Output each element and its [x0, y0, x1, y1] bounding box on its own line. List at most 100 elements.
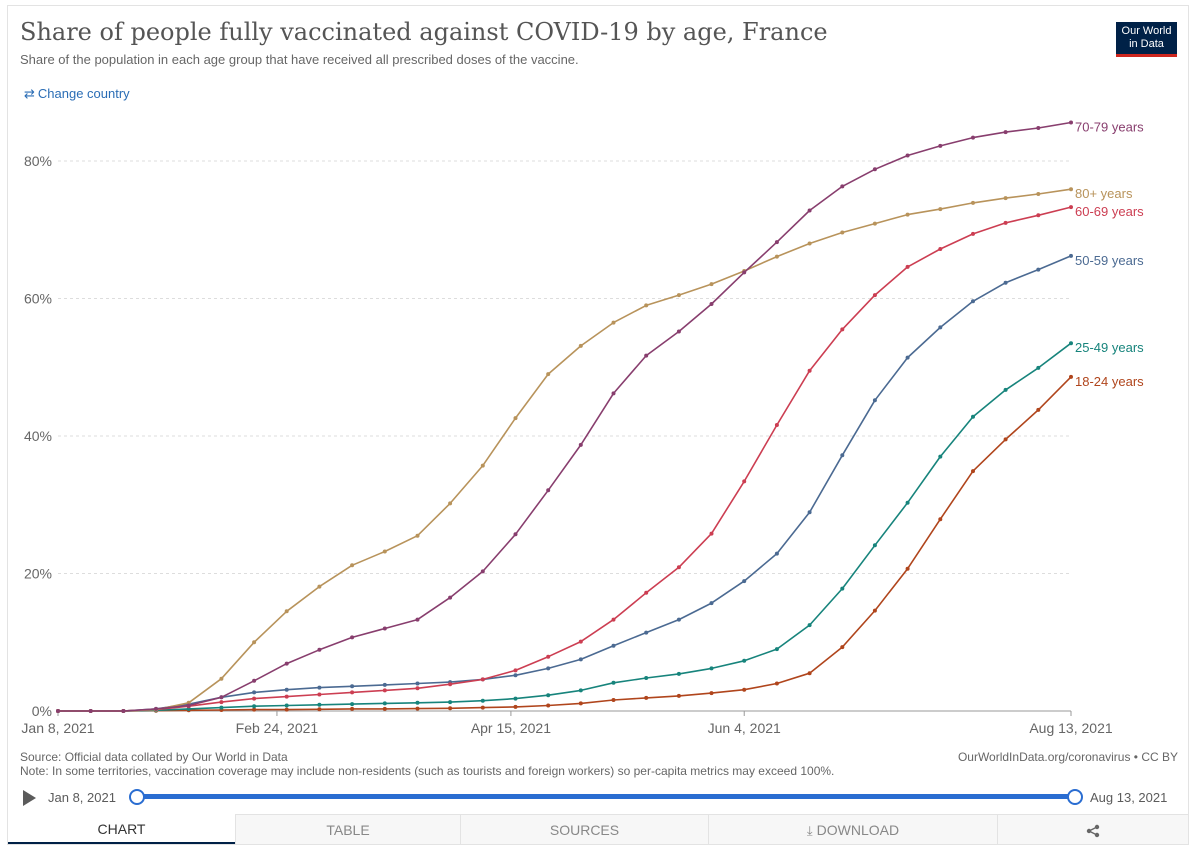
data-point: [676, 671, 681, 676]
series-label: 70-79 years: [1075, 120, 1144, 135]
play-icon[interactable]: [23, 790, 36, 806]
data-point: [938, 247, 943, 251]
data-point: [513, 696, 518, 701]
timeline-end-label: Aug 13, 2021: [1090, 790, 1168, 805]
data-point: [905, 566, 910, 571]
data-point: [415, 533, 420, 538]
data-point: [546, 693, 551, 698]
data-point: [121, 709, 126, 713]
data-point: [350, 690, 355, 695]
chart-frame: [7, 5, 1189, 845]
data-point: [252, 707, 257, 712]
data-point: [971, 231, 975, 236]
data-point: [1003, 437, 1008, 442]
data-point: [284, 703, 289, 708]
data-point: [872, 398, 877, 403]
data-point: [546, 372, 551, 377]
data-point: [219, 705, 224, 710]
share-icon: [1086, 825, 1100, 838]
x-tick-label: Apr 15, 2021: [471, 720, 551, 736]
data-point: [546, 654, 551, 659]
data-point: [774, 681, 779, 686]
data-point: [1036, 365, 1041, 370]
data-point: [480, 705, 485, 710]
data-point: [480, 463, 485, 468]
note-text: Note: In some territories, vaccination c…: [20, 764, 835, 778]
data-point: [971, 200, 975, 205]
tab-share[interactable]: [997, 814, 1188, 844]
data-point: [546, 703, 551, 708]
y-tick-label: 60%: [24, 291, 52, 307]
data-point: [1069, 253, 1073, 258]
data-point: [546, 488, 551, 493]
x-tick-label: Jan 8, 2021: [21, 720, 94, 736]
data-point: [1069, 205, 1073, 210]
data-point: [742, 579, 747, 584]
data-point: [252, 678, 257, 683]
data-point: [350, 702, 355, 707]
data-point: [872, 608, 877, 613]
data-point: [284, 687, 289, 692]
change-country-button[interactable]: ⇄ Change country: [24, 86, 130, 102]
data-point: [742, 270, 747, 275]
data-point: [709, 666, 714, 671]
data-point: [415, 617, 420, 622]
data-point: [644, 590, 649, 595]
data-point: [709, 302, 714, 306]
tab-bar: CHART TABLE SOURCES ⤓ DOWNLOAD: [8, 814, 1188, 844]
data-point: [219, 695, 224, 700]
data-point: [840, 645, 845, 650]
owid-logo[interactable]: Our World in Data: [1116, 22, 1177, 57]
data-point: [448, 706, 453, 711]
tab-sources[interactable]: SOURCES: [460, 814, 708, 844]
timeline-end-handle[interactable]: [1067, 789, 1083, 805]
data-point: [774, 254, 779, 259]
tab-table[interactable]: TABLE: [235, 814, 460, 844]
data-point: [938, 454, 943, 459]
download-icon: ⤓: [806, 823, 813, 838]
tab-download[interactable]: ⤓ DOWNLOAD: [708, 814, 997, 844]
series-label: 18-24 years: [1075, 374, 1144, 389]
data-point: [513, 668, 518, 673]
data-point: [971, 469, 975, 474]
data-point: [709, 531, 714, 536]
data-point: [1003, 280, 1008, 285]
data-point: [774, 647, 779, 652]
data-point: [513, 673, 518, 678]
data-point: [415, 681, 420, 686]
data-point: [1069, 374, 1073, 379]
data-point: [284, 609, 289, 614]
data-point: [186, 703, 191, 708]
data-point: [480, 677, 485, 682]
data-point: [709, 282, 714, 287]
data-point: [742, 479, 747, 484]
data-point: [905, 500, 910, 505]
series-line: [58, 121, 1072, 712]
x-tick-label: Jun 4, 2021: [708, 720, 781, 736]
data-point: [1036, 267, 1041, 272]
timeline-track[interactable]: [136, 794, 1074, 799]
data-point: [709, 601, 714, 606]
data-point: [284, 694, 289, 699]
tab-chart[interactable]: CHART: [8, 814, 235, 844]
data-point: [1003, 196, 1008, 201]
tab-download-label: DOWNLOAD: [816, 822, 900, 838]
data-point: [578, 701, 583, 706]
timeline-start-handle[interactable]: [129, 789, 145, 805]
logo-line-2: in Data: [1129, 38, 1164, 50]
data-point: [938, 143, 943, 148]
data-point: [546, 666, 551, 671]
data-point: [382, 701, 387, 706]
change-country-label: Change country: [37, 86, 130, 101]
data-point: [774, 551, 779, 556]
footer-credit: OurWorldInData.org/coronavirus • CC BY: [957, 750, 1178, 764]
y-tick-label: 20%: [24, 566, 52, 582]
data-point: [807, 623, 812, 628]
data-point: [938, 207, 943, 212]
data-point: [382, 549, 387, 554]
data-point: [611, 320, 616, 325]
data-point: [415, 700, 420, 705]
data-point: [154, 706, 158, 711]
data-point: [219, 676, 224, 681]
data-point: [840, 327, 845, 332]
